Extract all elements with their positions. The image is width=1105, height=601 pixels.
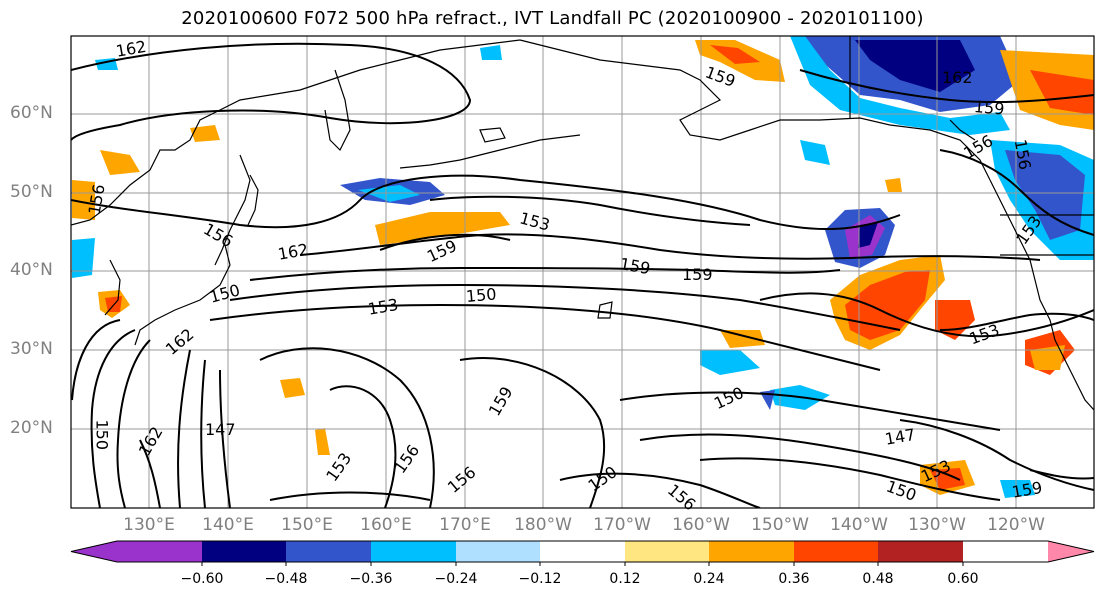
colorbar-segment (540, 541, 625, 562)
colorbar-tick-label: −0.12 (518, 571, 562, 587)
contour-label: 159 (973, 97, 1006, 119)
colorbar-tick-label: 0.12 (609, 571, 641, 587)
colorbar-segment (371, 541, 456, 562)
lon-label-160e: 160°E (360, 515, 412, 535)
lat-label-50n: 50°N (10, 182, 53, 202)
colorbar-segment (625, 541, 709, 562)
contour-label: 159 (682, 265, 713, 284)
colorbar-tick-label: 0.36 (778, 571, 810, 587)
lon-label-130e: 130°E (123, 515, 175, 535)
contour-label: 150 (92, 419, 112, 451)
colorbar-tick-label: 0.48 (862, 571, 894, 587)
contour-label: 150 (465, 284, 498, 306)
lon-label-170e: 170°E (439, 515, 491, 535)
gridlines (71, 36, 1094, 508)
lat-label-60n: 60°N (10, 103, 53, 123)
contour-lines (71, 42, 1094, 508)
colorbar-tick-label: −0.60 (180, 571, 224, 587)
lon-label-120w: 120°W (987, 515, 1045, 535)
colorbar-outline (70, 540, 1095, 563)
colorbar-segment (794, 541, 878, 562)
colorbar-tick-label: 0.24 (693, 571, 725, 587)
lon-label-160w: 160°W (672, 515, 730, 535)
lat-label-30n: 30°N (10, 339, 53, 359)
lon-label-180w: 180°W (514, 515, 572, 535)
contour-label: 162 (942, 68, 973, 87)
colorbar-tick-label: −0.36 (349, 571, 393, 587)
colorbar-extend-right (1048, 541, 1094, 562)
lon-label-140e: 140°E (202, 515, 254, 535)
lon-label-140w: 140°W (830, 515, 888, 535)
lon-label-130w: 130°W (908, 515, 966, 535)
lon-label-150w: 150°W (751, 515, 809, 535)
colorbar (70, 540, 1095, 566)
colorbar-tick-label: −0.24 (434, 571, 478, 587)
lon-label-170w: 170°W (593, 515, 651, 535)
colorbar-segment (117, 541, 202, 562)
anomaly-shading (72, 36, 1094, 498)
colorbar-segment (456, 541, 540, 562)
lat-label-40n: 40°N (10, 260, 53, 280)
map-title: 2020100600 F072 500 hPa refract., IVT La… (181, 8, 924, 29)
lat-label-20n: 20°N (10, 418, 53, 438)
lon-label-150e: 150°E (281, 515, 333, 535)
colorbar-segment (286, 541, 371, 562)
colorbar-segment (202, 541, 286, 562)
colorbar-tick-label: 0.60 (947, 571, 979, 587)
contour-label: 147 (205, 420, 236, 439)
colorbar-tick-label: −0.48 (264, 571, 308, 587)
colorbar-extend-left (71, 541, 117, 562)
map-frame (70, 35, 1095, 509)
colorbar-segment (878, 541, 963, 562)
colorbar-segment (709, 541, 794, 562)
